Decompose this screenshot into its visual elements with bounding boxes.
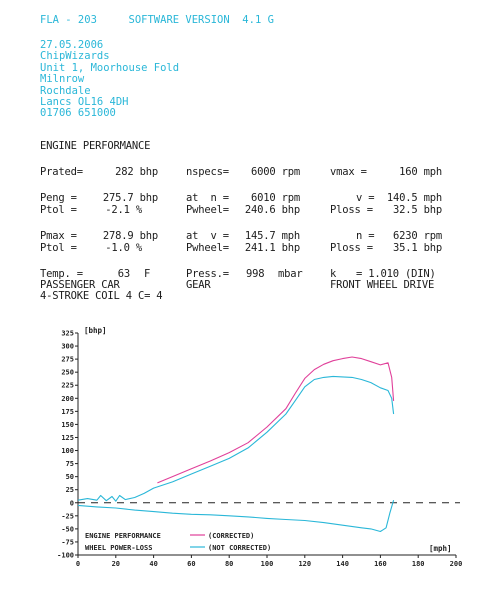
- engine-type: 4-STROKE COIL 4 C= 4: [40, 290, 163, 302]
- y-tick-label: -100: [57, 552, 74, 560]
- x-tick-label: 100: [261, 560, 274, 568]
- address-block: 27.05.2006 ChipWizards Unit 1, Moorhouse…: [40, 39, 180, 120]
- ptol2-value: -1.0 %: [105, 242, 142, 254]
- ploss-label: Ploss =: [330, 204, 373, 216]
- x-tick-label: 200: [450, 560, 463, 568]
- vmax-label: vmax =: [330, 166, 367, 178]
- pwheel2-value: 241.1 bhp: [244, 242, 300, 254]
- x-tick-label: 60: [187, 560, 195, 568]
- chart-ticks: 3253002752502252001751501251007550250-25…: [57, 330, 462, 569]
- press-unit: mbar: [278, 268, 303, 280]
- legend-title-loss: WHEEL POWER-LOSS: [85, 544, 152, 552]
- legend-title-engine: ENGINE PERFORMANCE: [85, 532, 161, 540]
- y-tick-label: 175: [61, 408, 74, 416]
- y-tick-label: 275: [61, 356, 74, 364]
- ptol-label: Ptol =: [40, 204, 77, 216]
- gear-label: GEAR: [186, 279, 211, 291]
- ploss2-label: Ploss =: [330, 242, 373, 254]
- corrected-power-line: [157, 356, 395, 484]
- software-version: SOFTWARE VERSION 4.1 G: [128, 14, 274, 26]
- x-tick-label: 80: [225, 560, 233, 568]
- y-tick-label: 0: [70, 499, 74, 507]
- not-corrected-power-line: [77, 375, 395, 502]
- city-line: Rochdale: [40, 84, 91, 97]
- y-tick-label: 225: [61, 382, 74, 390]
- k-value: = 1.010 (DIN): [356, 268, 436, 280]
- v-label: v =: [356, 192, 375, 204]
- drive-type: FRONT WHEEL DRIVE: [330, 279, 435, 291]
- prated-label: Prated=: [40, 166, 83, 178]
- prated-value: 282 bhp: [115, 166, 158, 178]
- date-line: 27.05.2006: [40, 39, 104, 51]
- vmax-value: 160 mph: [399, 166, 442, 178]
- chart-lines: [77, 356, 395, 533]
- y-tick-label: 150: [61, 421, 74, 429]
- x-tick-label: 0: [76, 560, 80, 568]
- pmax-value: 278.9 bhp: [102, 230, 158, 242]
- x-tick-label: 20: [112, 560, 120, 568]
- x-tick-label: 160: [374, 560, 387, 568]
- chart-legend: ENGINE PERFORMANCE WHEEL POWER-LOSS (COR…: [85, 532, 271, 552]
- temp-unit: F: [144, 268, 151, 280]
- temp-value: 63: [117, 268, 130, 280]
- y-tick-label: 125: [61, 434, 74, 442]
- report-header: FLA - 203 SOFTWARE VERSION 4.1 G: [40, 14, 274, 26]
- nspecs-value: 6000 rpm: [251, 166, 300, 178]
- nspecs-label: nspecs=: [186, 166, 229, 178]
- legend-not-corrected: (NOT CORRECTED): [208, 544, 271, 552]
- y-tick-label: 300: [61, 343, 74, 351]
- x-axis-label: [mph]: [429, 544, 452, 553]
- pwheel2-label: Pwheel=: [186, 242, 229, 254]
- y-tick-label: 325: [61, 330, 74, 338]
- power-loss-line: [77, 500, 395, 533]
- n-label: n =: [356, 230, 375, 242]
- x-tick-label: 40: [149, 560, 157, 568]
- pmax-label: Pmax =: [40, 230, 77, 242]
- y-tick-label: -50: [61, 525, 74, 533]
- town-line: Milnrow: [40, 73, 85, 86]
- ploss2-value: 35.1 bhp: [393, 242, 442, 254]
- at-n-value: 6010 rpm: [251, 192, 300, 204]
- y-tick-label: -25: [61, 512, 74, 520]
- y-tick-label: 100: [61, 447, 74, 455]
- k-label: k: [330, 268, 337, 280]
- y-tick-label: 75: [66, 460, 74, 468]
- y-tick-label: 200: [61, 395, 74, 403]
- press-value: 998: [246, 268, 265, 280]
- y-tick-label: 250: [61, 369, 74, 377]
- y-tick-label: 50: [66, 473, 74, 481]
- at-n-label: at n =: [186, 192, 229, 204]
- temp-label: Temp. =: [40, 268, 83, 280]
- x-tick-label: 120: [298, 560, 311, 568]
- postcode-line: Lancs OL16 4DH: [40, 96, 129, 109]
- press-label: Press.=: [186, 268, 229, 280]
- ptol2-label: Ptol =: [40, 242, 77, 254]
- y-tick-label: 25: [66, 486, 74, 494]
- pwheel-value: 240.6 bhp: [244, 204, 300, 216]
- section-title: ENGINE PERFORMANCE: [40, 140, 151, 152]
- street-line: Unit 1, Moorhouse Fold: [40, 61, 180, 74]
- pwheel-label: Pwheel=: [186, 204, 229, 216]
- peng-label: Peng =: [40, 192, 77, 204]
- model-label: FLA - 203: [40, 14, 97, 26]
- x-tick-label: 140: [336, 560, 349, 568]
- y-tick-label: -75: [61, 538, 74, 546]
- ptol-value: -2.1 %: [105, 204, 142, 216]
- at-v-value: 145.7 mph: [244, 230, 300, 242]
- phone-line: 01706 651000: [40, 107, 116, 120]
- chart-axes: [77, 333, 460, 556]
- at-v-label: at v =: [186, 230, 229, 242]
- n-value: 6230 rpm: [393, 230, 442, 242]
- ploss-value: 32.5 bhp: [393, 204, 442, 216]
- legend-corrected: (CORRECTED): [208, 532, 254, 540]
- x-tick-label: 180: [412, 560, 425, 568]
- peng-value: 275.7 bhp: [102, 192, 158, 204]
- vehicle-type: PASSENGER CAR: [40, 279, 120, 291]
- company-line: ChipWizards: [40, 50, 110, 63]
- y-axis-label: [bhp]: [84, 326, 107, 335]
- v-value: 140.5 mph: [386, 192, 442, 204]
